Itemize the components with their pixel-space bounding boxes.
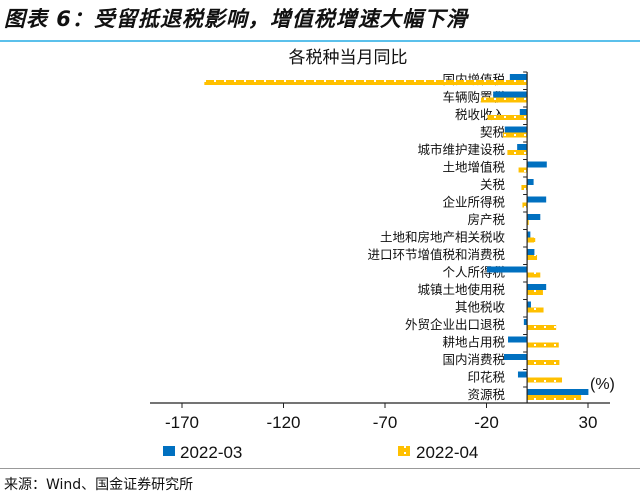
legend-label-2022-03: 2022-03 <box>180 443 242 462</box>
bar-2022-04 <box>527 307 544 313</box>
bar-2022-03 <box>523 319 528 325</box>
legend-swatch-2022-03 <box>163 446 175 456</box>
category-label: 资源税 <box>467 387 505 402</box>
bar-2022-04 <box>527 255 538 260</box>
legend-swatch-2022-04 <box>398 446 410 456</box>
bar-2022-03 <box>527 179 534 185</box>
bar-2022-03 <box>503 354 528 360</box>
legend: 2022-03 2022-04 <box>163 443 478 462</box>
category-label: 房产税 <box>467 212 505 227</box>
bar-2022-04 <box>522 202 528 208</box>
bar-2022-03 <box>504 126 528 133</box>
x-tick-label: -170 <box>165 413 199 432</box>
source-note: 来源：Wind、国金证券研究所 <box>4 477 194 493</box>
bar-2022-04 <box>487 115 528 120</box>
category-label: 土地增值税 <box>442 160 505 175</box>
bar-2022-04 <box>527 377 563 383</box>
category-label: 关税 <box>480 177 506 192</box>
bar-2022-04 <box>481 97 528 103</box>
title-divider <box>0 40 640 42</box>
bar-2022-03 <box>517 144 528 150</box>
category-label: 城镇土地使用税 <box>417 282 505 297</box>
category-label: 契税 <box>480 125 506 140</box>
bar-2022-04 <box>527 272 541 278</box>
bar-2022-04 <box>527 325 557 330</box>
x-tick-label: -20 <box>474 413 499 432</box>
bar-2022-03 <box>527 284 547 290</box>
chart-title: 各税种当月同比 <box>289 48 408 68</box>
category-label: 其他税收 <box>455 300 506 315</box>
category-label: 耕地占用税 <box>442 335 505 350</box>
bar-2022-03 <box>519 109 528 115</box>
category-label: 外贸企业出口退税 <box>405 317 506 332</box>
unit-label: (%) <box>590 376 615 393</box>
bar-2022-03 <box>508 336 528 343</box>
bar-2022-03 <box>486 266 528 273</box>
bar-2022-04 <box>507 150 528 155</box>
bar-2022-03 <box>517 371 528 378</box>
category-label: 印花税 <box>467 370 505 385</box>
bar-2022-04 <box>527 237 536 243</box>
source-divider <box>0 468 640 469</box>
bar-2022-04 <box>527 290 543 295</box>
bar-2022-04 <box>204 80 528 85</box>
bar-2022-04 <box>527 220 529 225</box>
bar-2022-03 <box>527 231 531 238</box>
bar-2022-04 <box>521 185 528 190</box>
category-label: 国内消费税 <box>442 352 505 367</box>
category-label: 土地和房地产相关税收 <box>380 230 506 245</box>
bar-chart: 各税种当月同比 国内增值税车辆购置税税收收入契税城市维护建设税土地增值税关税企业… <box>150 48 615 462</box>
x-tick-label: -70 <box>373 413 398 432</box>
bar-2022-04 <box>502 132 528 138</box>
category-label: 城市维护建设税 <box>417 142 505 157</box>
bar-2022-03 <box>527 389 589 395</box>
legend-label-2022-04: 2022-04 <box>416 443 478 462</box>
bar-2022-04 <box>518 167 528 173</box>
bar-2022-03 <box>527 301 531 308</box>
bar-2022-03 <box>509 74 528 80</box>
bar-2022-04 <box>527 360 560 365</box>
figure-title: 图表 6：受留抵退税影响，增值税增速大幅下滑 <box>4 7 468 31</box>
x-tick-label: 30 <box>579 413 598 432</box>
x-tick-label: -120 <box>266 413 300 432</box>
bar-2022-03 <box>493 91 528 98</box>
bar-2022-04 <box>527 395 582 400</box>
bar-2022-03 <box>527 161 547 168</box>
bar-2022-03 <box>527 214 541 220</box>
category-label: 进口环节增值税和消费税 <box>367 247 505 262</box>
bar-2022-03 <box>527 196 547 203</box>
bar-2022-04 <box>527 342 559 348</box>
category-label: 企业所得税 <box>442 195 505 210</box>
bar-2022-03 <box>527 249 535 255</box>
